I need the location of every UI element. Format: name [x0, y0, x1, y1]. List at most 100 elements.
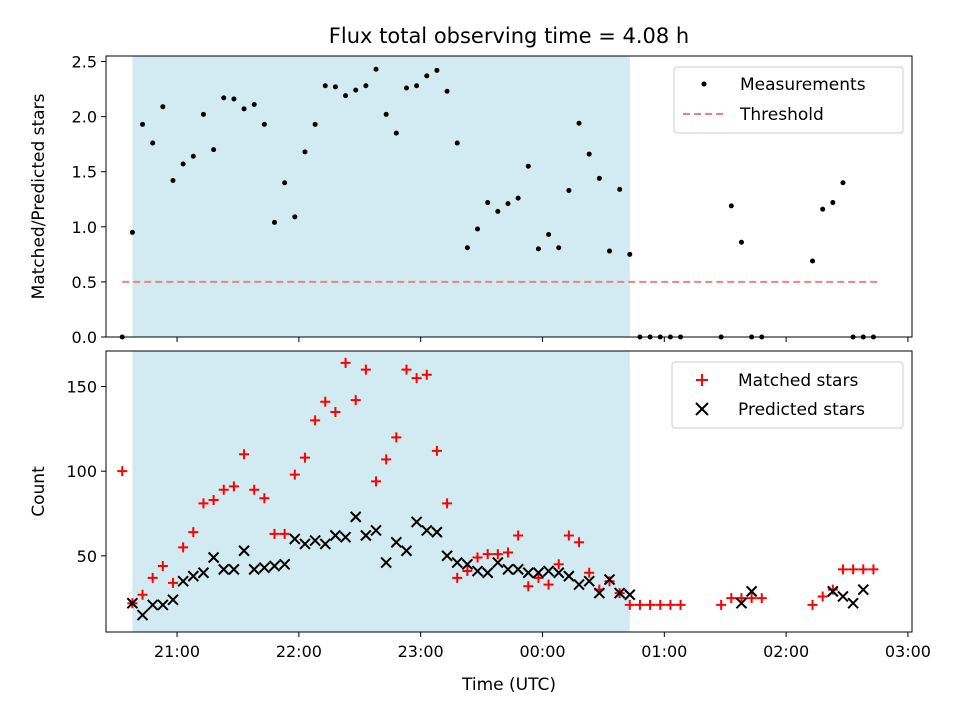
predicted-star-point	[603, 573, 616, 586]
matched-star-point	[188, 527, 199, 538]
predicted-star-point	[248, 563, 260, 576]
matched-star-point	[746, 593, 757, 604]
legend-label-threshold: Threshold	[739, 105, 824, 125]
matched-star-point	[381, 454, 392, 465]
predicted-star-point	[512, 563, 524, 576]
matched-star-point	[147, 572, 158, 583]
measurement-point	[190, 153, 196, 159]
measurement-point	[343, 93, 349, 99]
legend-box-top	[673, 66, 904, 134]
legend-label-predicted: Predicted stars	[738, 400, 865, 420]
measurement-point	[606, 248, 612, 254]
legend-x-mark	[695, 402, 709, 416]
y-tick-label: 1.5	[72, 163, 97, 182]
y-axis-label-top: Matched/Predicted stars	[29, 93, 49, 299]
predicted-star-point	[218, 563, 230, 576]
axes-frame-bottom	[105, 350, 913, 633]
measurement-point	[150, 140, 156, 146]
measurement-point	[200, 111, 206, 117]
predicted-star-point	[624, 589, 636, 601]
x-tick-label: 23:00	[398, 642, 444, 661]
matched-star-point	[178, 542, 189, 553]
measurement-point	[403, 85, 409, 91]
matched-star-point	[492, 549, 503, 560]
predicted-star-point	[410, 516, 423, 528]
panel-ratio: 0.0 0.5 1.0 1.5 2.0 2.5 Matched/Predicted sta…	[29, 53, 913, 347]
matched-star-point	[310, 415, 321, 426]
y-tick-label: 2.0	[72, 108, 97, 127]
predicted-star-point	[593, 587, 606, 599]
matched-star-point	[634, 599, 645, 610]
measurement-point	[363, 83, 369, 89]
x-tick-label: 02:00	[763, 642, 809, 661]
matched-star-point	[320, 396, 331, 407]
matched-star-point	[756, 593, 767, 604]
predicted-star-point	[745, 585, 758, 598]
predicted-star-point	[146, 599, 159, 611]
measurement-point	[221, 95, 227, 101]
measurement-point	[617, 186, 623, 192]
predicted-star-point	[553, 567, 565, 579]
x-tick-label: 21:00	[154, 642, 200, 661]
matched-star-point	[462, 566, 473, 577]
predicted-star-point	[126, 597, 139, 609]
predicted-star-point	[827, 585, 839, 598]
matched-star-point	[645, 599, 656, 610]
matched-star-point	[584, 567, 595, 578]
measurement-point	[454, 140, 460, 146]
measurement-point	[160, 104, 166, 110]
predicted-star-point	[471, 565, 484, 577]
matched-star-point	[218, 484, 229, 495]
measurement-point	[129, 229, 135, 235]
matched-star-point	[411, 373, 422, 384]
measurement-point	[444, 88, 450, 94]
measurement-point	[840, 180, 846, 186]
matched-star-point	[817, 591, 828, 602]
predicted-star-point	[319, 538, 331, 550]
matched-star-point	[249, 484, 260, 495]
matched-star-point	[228, 481, 239, 492]
measurement-point	[251, 101, 257, 107]
predicted-star-point	[370, 524, 382, 537]
measurement-point	[475, 226, 481, 232]
legend-top: Measurements Threshold	[673, 66, 904, 134]
predicted-star-point	[197, 567, 210, 579]
measurement-point	[464, 245, 470, 251]
measurement-point	[231, 96, 237, 102]
measurement-point	[302, 149, 308, 155]
predicted-star-point	[613, 587, 626, 599]
predicted-star-point	[329, 529, 342, 542]
y-tick-label: 50	[77, 547, 97, 566]
measurement-point	[566, 187, 572, 193]
measurement-point	[393, 130, 399, 136]
measurement-point	[292, 214, 298, 220]
measurement-point	[424, 73, 430, 79]
predicted-star-point	[350, 511, 362, 523]
matched-star-point	[574, 537, 585, 548]
measurement-point	[312, 121, 318, 127]
legend-label-measurements: Measurements	[740, 75, 866, 95]
matched-star-point	[807, 599, 818, 610]
y-tick-label: 150	[66, 378, 97, 397]
predicted-star-point	[157, 599, 169, 611]
predicted-star-point	[573, 578, 585, 591]
predicted-star-point	[309, 534, 321, 547]
matched-star-point	[239, 449, 250, 460]
predicted-star-point	[360, 529, 372, 542]
matched-star-point	[442, 498, 453, 509]
matched-star-point	[371, 476, 382, 487]
predicted-star-point	[451, 556, 463, 569]
predicted-star-point	[207, 551, 220, 564]
y-axis-label-bottom: Count	[29, 466, 49, 517]
measurement-point	[485, 200, 491, 206]
matched-star-point	[330, 406, 341, 417]
measurement-point	[373, 66, 379, 72]
predicted-star-point	[542, 565, 555, 577]
predicted-star-point	[563, 570, 575, 582]
legend-box-bottom	[671, 361, 904, 429]
matched-star-point	[360, 364, 371, 375]
axes-frame-top	[105, 55, 913, 338]
measurement-point	[495, 208, 501, 214]
matched-star-point	[117, 466, 128, 477]
